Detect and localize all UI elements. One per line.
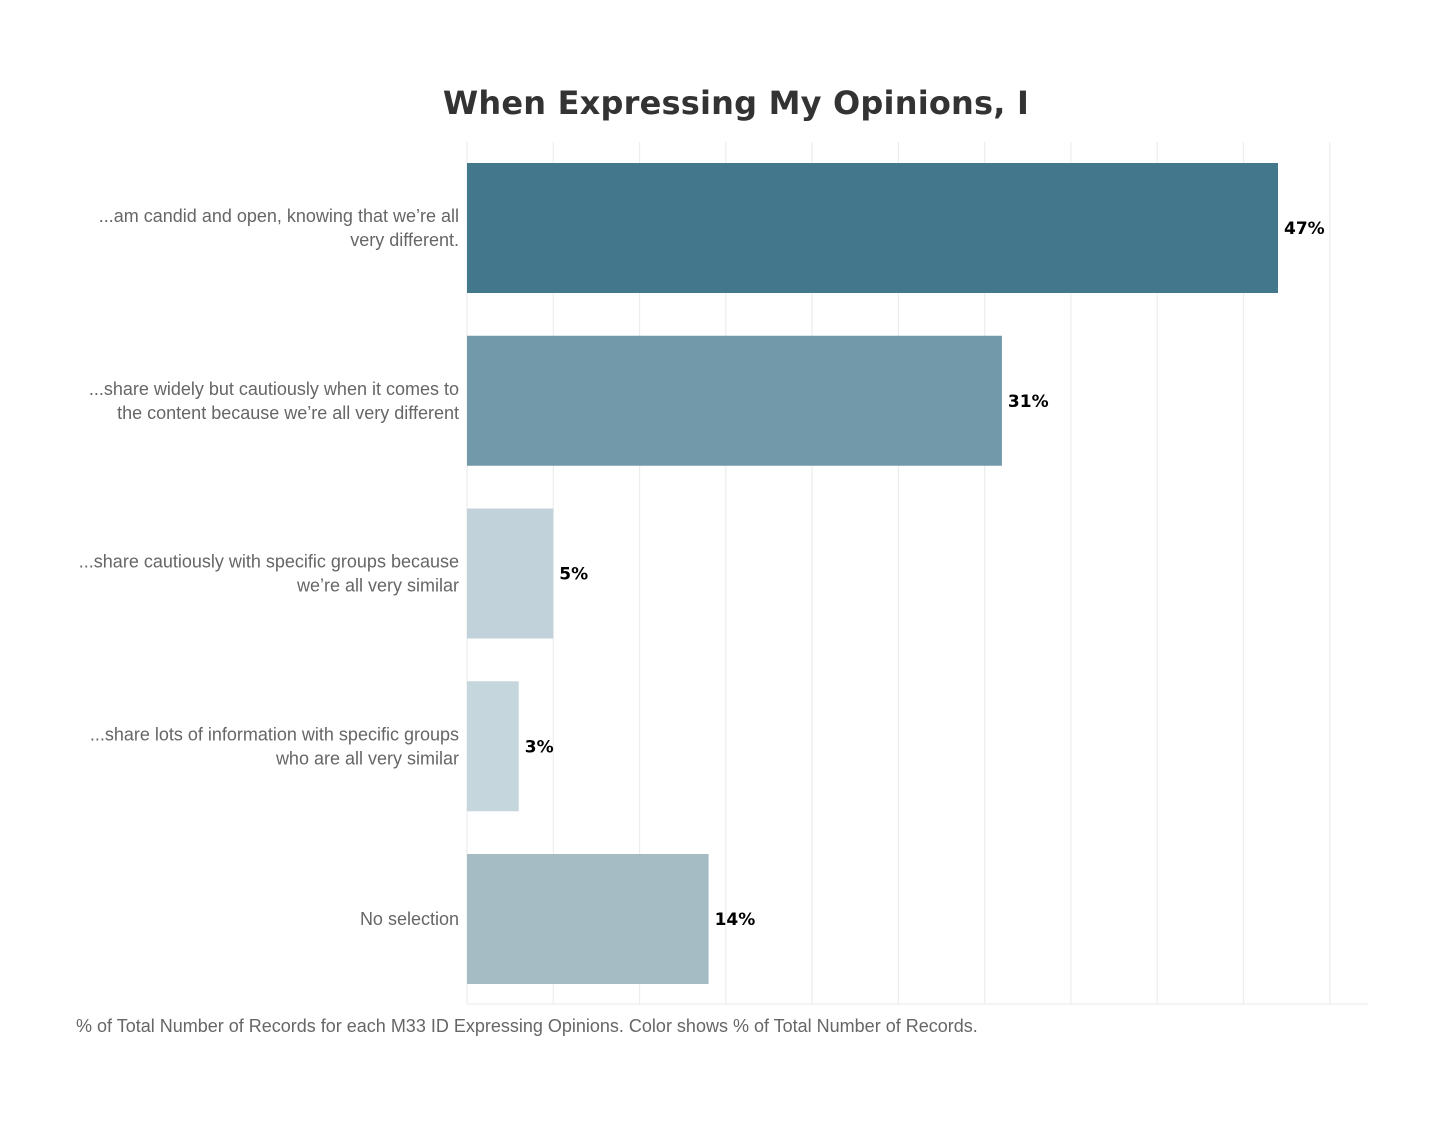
category-label: ...share lots of information with specif… (90, 724, 459, 744)
value-labels: 47% 31% 5% 3% 14% (525, 219, 1325, 930)
value-label: 3% (525, 737, 554, 757)
value-label: 5% (559, 565, 588, 585)
value-label: 14% (715, 910, 756, 930)
category-label: ...am candid and open, knowing that we’r… (99, 206, 459, 226)
category-label: No selection (360, 909, 459, 929)
category-label: the content because we’re all very diffe… (117, 403, 459, 423)
category-label: very different. (350, 230, 459, 250)
chart-caption: % of Total Number of Records for each M3… (76, 1016, 978, 1036)
bar (467, 335, 1002, 466)
bar (467, 681, 519, 812)
category-label: who are all very similar (275, 748, 459, 768)
category-label: ...share widely but cautiously when it c… (89, 379, 459, 399)
chart-title: When Expressing My Opinions, I (442, 84, 1030, 122)
category-labels: ...am candid and open, knowing that we’r… (79, 206, 459, 929)
value-label: 47% (1284, 219, 1325, 239)
category-label: we’re all very similar (296, 576, 459, 596)
bars (467, 163, 1278, 984)
bar (467, 854, 709, 984)
bar (467, 163, 1278, 293)
category-label: ...share cautiously with specific groups… (79, 552, 459, 572)
bar (467, 508, 554, 639)
value-label: 31% (1008, 392, 1049, 412)
